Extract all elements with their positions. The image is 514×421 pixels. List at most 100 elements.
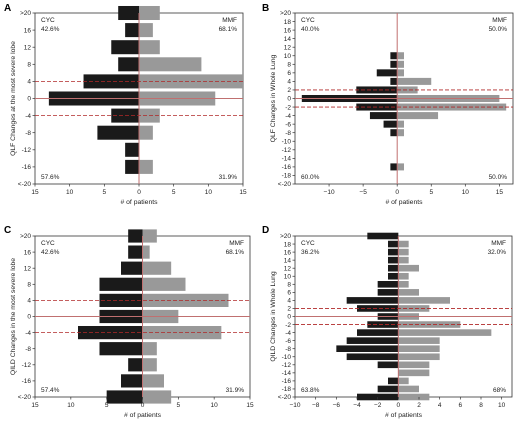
- panel-b-ytick-label: -6: [285, 121, 291, 128]
- panel-d-ytick-label: -8: [285, 346, 291, 353]
- panel-b-ytick-label: 2: [287, 87, 291, 94]
- panel-b-ytick-label: 16: [284, 27, 292, 34]
- panel-b-ytick-label: -16: [282, 164, 292, 171]
- panel-b-bar-right--16: [397, 163, 404, 171]
- panel-b-ytick-label: 6: [287, 70, 291, 77]
- panel-d-bar-right-16: [398, 248, 409, 256]
- panel-b-ytick-label: <-20: [278, 181, 292, 188]
- panel-a-ytick-label: >20: [20, 10, 31, 17]
- panel-d-ytick-label: 10: [284, 273, 292, 280]
- panel-b: B >20181614121086420-2-4-6-8-10-12-14-16-…: [262, 3, 514, 206]
- panel-c-bar-left--20: [106, 390, 143, 404]
- panel-b-pct-bottom-left: 60.0%: [301, 174, 320, 181]
- panel-b-bar-left--16: [390, 163, 398, 171]
- panel-d-bar-left-18: [388, 240, 399, 248]
- panel-c-bar-right--12: [142, 358, 157, 372]
- panel-d-xtick-label: 10: [498, 402, 506, 409]
- panel-d-ytick-label: 6: [287, 290, 291, 297]
- panel-a-bar-right-16: [139, 23, 153, 38]
- panel-d-ytick-label: -10: [282, 354, 292, 361]
- panel-b-bar-left-8: [390, 60, 398, 68]
- panel-b-bar-right--6: [397, 120, 404, 128]
- panel-b-xlabel: # of patients: [385, 199, 423, 206]
- panel-c-ytick-label: 12: [24, 265, 32, 272]
- panel-d-ytick-label: -14: [282, 370, 292, 377]
- panel-d-ytick-label: -18: [282, 386, 292, 393]
- panel-b-xtick-label: 5: [429, 189, 433, 196]
- panel-d: D>20181614121086420-2-4-6-8-10-12-14-16-…: [262, 225, 513, 419]
- panel-d-letter: D: [262, 225, 269, 236]
- panel-d-ylabel: QILD Changes in Whole Lung: [270, 271, 277, 362]
- panel-c-bar-right-16: [142, 245, 150, 259]
- panel-c-xlabel: # of patients: [124, 412, 162, 419]
- panel-c-xtick-label: 15: [31, 402, 39, 409]
- panel-d-bar-left-6: [377, 289, 399, 296]
- panel-c-ytick-label: 8: [27, 282, 31, 289]
- panel-d-bar-right-12: [398, 264, 419, 272]
- panel-c-bar-left--16: [121, 374, 143, 388]
- panel-a-ytick-label: -12: [22, 147, 32, 154]
- panel-a-bar-left-4: [83, 74, 139, 89]
- panel-c-bar-right--16: [142, 374, 164, 388]
- panel-d-label-left-series: CYC: [301, 240, 315, 247]
- panel-c-ylabel: QILD Changes in the most severe lobe: [10, 258, 17, 375]
- panel-b-ytick-label: 12: [284, 44, 292, 51]
- panel-d-bar-left--4: [357, 329, 399, 336]
- panel-a-xlabel: # of patients: [120, 199, 158, 206]
- panel-d-ytick-label: 12: [284, 265, 292, 272]
- panel-c-bar-right-20: [142, 229, 157, 243]
- panel-b-bar-right-4: [397, 77, 432, 85]
- panel-b-ytick-label: -14: [282, 156, 292, 163]
- panel-d-bar-left-4: [346, 297, 399, 304]
- panel-b-xtick-label: 15: [496, 189, 504, 196]
- panel-d-ytick-label: >20: [280, 233, 291, 240]
- panel-a-xtick-label: 0: [137, 189, 141, 196]
- panel-a-label-left-series: CYC: [41, 17, 55, 24]
- panel-b-ytick-label: 10: [284, 53, 292, 60]
- panel-d-bar-left--18: [377, 385, 399, 393]
- panel-a-ytick-label: 4: [27, 79, 31, 86]
- panel-d-xtick-label: −10: [289, 402, 300, 409]
- panel-d-ytick-label: 18: [284, 241, 292, 248]
- panel-b-bar-right--8: [397, 129, 404, 137]
- panel-b-ytick-label: 18: [284, 19, 292, 26]
- panel-d-bar-left-2: [357, 305, 399, 312]
- panel-a-xtick-label: 15: [239, 189, 247, 196]
- panel-d-ytick-label: 14: [284, 257, 292, 264]
- panel-a-ytick-label: 0: [27, 96, 31, 103]
- panel-d-xtick-label: 8: [479, 402, 483, 409]
- panel-d-bar-left--12: [377, 361, 399, 369]
- panel-d-ytick-label: -4: [285, 330, 291, 337]
- panel-a-bar-right-12: [139, 40, 160, 55]
- panel-b-xtick-label: −10: [324, 189, 335, 196]
- panel-c-bar-right--8: [142, 342, 157, 356]
- panel-d-bar-left--6: [346, 337, 399, 344]
- panel-c-ytick-label: >20: [20, 233, 31, 240]
- panel-a-pct-top-right: 68.1%: [219, 26, 238, 33]
- panel-d-bar-left-16: [388, 248, 399, 256]
- panel-a-bar-right--16: [139, 159, 153, 174]
- panel-d-bar-right--14: [398, 369, 430, 377]
- panel-c-label-left-series: CYC: [41, 240, 55, 247]
- panel-d-bar-right-8: [398, 280, 409, 288]
- panel-b-bar-left-10: [390, 52, 398, 60]
- panel-a-bar-left--12: [125, 142, 139, 157]
- panel-d-bar-left--8: [336, 345, 399, 353]
- panel-a-pct-top-left: 42.6%: [41, 26, 60, 33]
- panel-d-xlabel: # of patients: [385, 412, 423, 419]
- panel-a-xtick-label: 10: [205, 189, 213, 196]
- panel-c-xtick-label: 0: [141, 402, 145, 409]
- panel-d-bar-right-4: [398, 297, 450, 304]
- panel-a-pct-bottom-right: 31.9%: [219, 174, 238, 181]
- panel-d-pct-bottom-left: 63.8%: [301, 387, 320, 394]
- panel-b-pct-bottom-right: 50.0%: [489, 174, 508, 181]
- panel-c-xtick-label: 10: [211, 402, 219, 409]
- panel-a-ytick-label: -8: [25, 130, 31, 137]
- panel-a-xtick-label: 5: [172, 189, 176, 196]
- panel-d-xtick-label: 6: [459, 402, 463, 409]
- panel-d-ytick-label: 8: [287, 282, 291, 289]
- panel-d-xtick-label: −8: [312, 402, 320, 409]
- panel-b-ytick-label: 8: [287, 62, 291, 69]
- panel-a-bar-right-20: [139, 5, 160, 21]
